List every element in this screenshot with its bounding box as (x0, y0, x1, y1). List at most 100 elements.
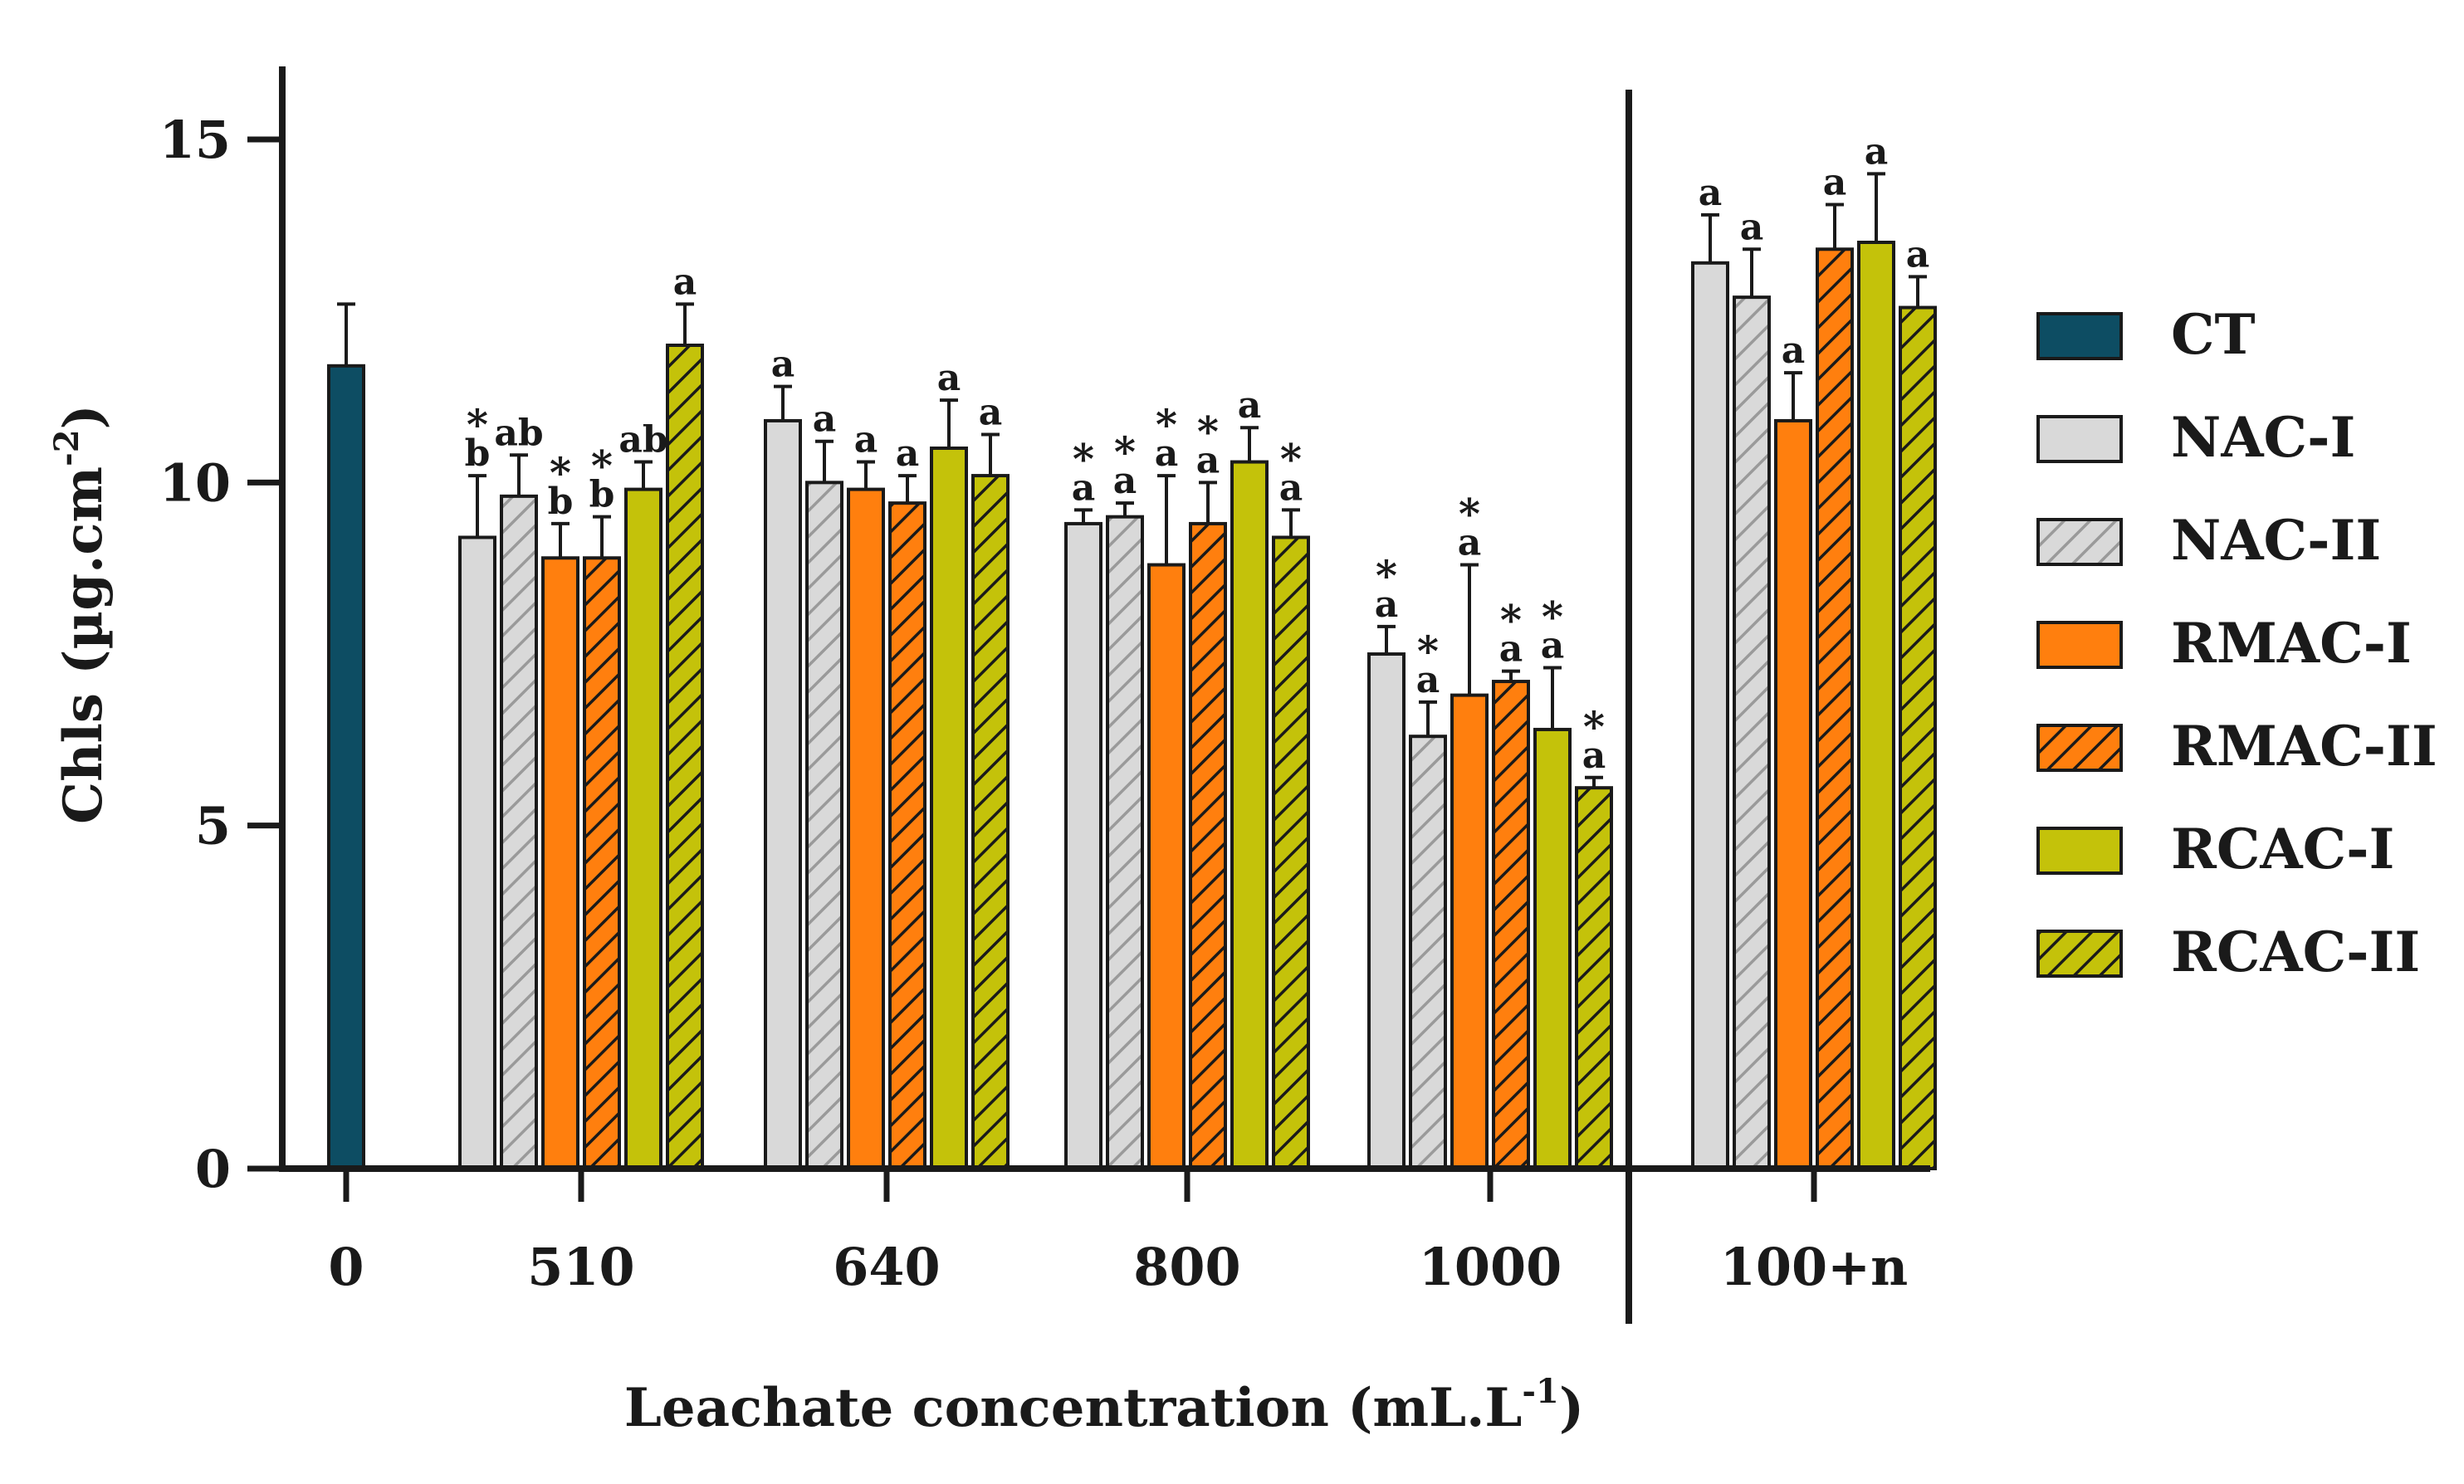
legend-swatch-CT (2036, 312, 2123, 360)
sig-letter-800-RMAC-I: a (1155, 432, 1179, 475)
sig-letter-100+n-NAC-I: a (1699, 172, 1723, 214)
sig-letter-640-RMAC-I: a (854, 419, 878, 461)
sig-letter-640-RCAC-II: a (979, 391, 1003, 433)
bar-100+n-RCAC-II (1899, 305, 1937, 1170)
sig-letter-100+n-NAC-II: a (1740, 206, 1764, 248)
sig-letter-800-RMAC-II: a (1196, 439, 1220, 481)
sig-letter-510-RMAC-I: b (548, 481, 574, 523)
sig-letter-510-RCAC-I: ab (618, 419, 667, 461)
sig-star-800-RMAC-II: * (1197, 407, 1219, 456)
legend-swatch-RMAC-II (2036, 724, 2123, 772)
sig-letter-100+n-RMAC-II: a (1823, 162, 1847, 204)
sig-letter-510-NAC-I: b (465, 432, 491, 475)
x-tick-label-1000: 1000 (1419, 1237, 1562, 1297)
sig-letter-1000-RCAC-II: a (1582, 735, 1606, 777)
sig-letter-1000-NAC-I: a (1375, 583, 1399, 626)
bar-1000-RCAC-I (1533, 727, 1572, 1170)
bar-1000-RCAC-II (1575, 786, 1613, 1170)
bar-510-NAC-II (500, 494, 538, 1170)
legend-swatch-RCAC-I (2036, 827, 2123, 875)
y-tick-label-0: 0 (195, 1139, 231, 1199)
bar-640-RMAC-I (847, 487, 885, 1170)
y-tick-label-5: 5 (195, 796, 231, 857)
x-tick-label-100+n: 100+n (1720, 1237, 1908, 1297)
y-axis-title-end: ) (52, 404, 115, 429)
sig-star-510-NAC-I: * (467, 400, 488, 449)
y-tick-label-10: 10 (159, 452, 231, 513)
y-tick-label-15: 15 (159, 110, 231, 170)
sig-letter-1000-RMAC-I: a (1458, 522, 1482, 564)
bar-510-RCAC-II (666, 344, 704, 1170)
sig-letter-1000-NAC-II: a (1416, 659, 1440, 701)
bar-800-RCAC-I (1230, 460, 1269, 1170)
sig-letter-100+n-RMAC-I: a (1782, 330, 1806, 372)
legend-swatch-RCAC-II (2036, 930, 2123, 978)
sig-letter-800-RCAC-I: a (1238, 384, 1262, 427)
bar-510-RMAC-I (541, 556, 579, 1170)
bar-640-NAC-II (805, 481, 843, 1170)
bar-800-RCAC-II (1272, 535, 1310, 1170)
sig-star-800-RMAC-I: * (1156, 400, 1177, 449)
legend-label-RCAC-I: RCAC-I (2171, 817, 2394, 881)
x-axis-title-sup: -1 (1522, 1372, 1558, 1411)
bar-640-RCAC-I (930, 447, 968, 1170)
bar-640-NAC-I (764, 418, 802, 1170)
x-tick-label-800: 800 (1133, 1237, 1240, 1297)
x-tick-label-510: 510 (527, 1237, 634, 1297)
legend-label-CT: CT (2171, 302, 2256, 367)
sig-star-1000-RMAC-I: * (1459, 490, 1480, 539)
legend-swatch-RMAC-I (2036, 621, 2123, 669)
y-axis-title: Chls (µg.cm-2) (47, 404, 115, 824)
bar-640-RCAC-II (971, 474, 1010, 1170)
sig-letter-100+n-RCAC-I: a (1865, 130, 1889, 173)
axes-layer (247, 66, 1930, 1324)
x-tick-label-640: 640 (833, 1237, 940, 1297)
bar-510-NAC-I (458, 535, 496, 1170)
bar-100+n-NAC-II (1733, 295, 1771, 1171)
sig-star-800-NAC-I: * (1073, 434, 1094, 483)
sig-letter-640-RCAC-I: a (937, 357, 961, 399)
sig-letter-640-RMAC-II: a (896, 432, 920, 475)
bar-1000-NAC-I (1367, 652, 1406, 1170)
y-axis-title-main: Chls (µg.cm (52, 466, 115, 824)
x-axis-title-end: ) (1559, 1377, 1584, 1439)
x-axis-title-main: Leachate concentration (mL.L (624, 1377, 1523, 1439)
bar-640-RMAC-II (888, 501, 926, 1170)
bar-100+n-RCAC-I (1857, 241, 1895, 1170)
bar-100+n-NAC-I (1691, 261, 1729, 1170)
legend-swatch-NAC-I (2036, 415, 2123, 463)
sig-letter-510-NAC-II: ab (494, 412, 543, 454)
sig-star-1000-NAC-I: * (1376, 551, 1397, 600)
sig-star-1000-RCAC-II: * (1583, 702, 1605, 751)
sig-star-1000-NAC-II: * (1417, 627, 1439, 676)
x-axis-title: Leachate concentration (mL.L-1) (624, 1372, 1584, 1439)
bar-1000-RMAC-II (1492, 680, 1530, 1170)
bar-510-RCAC-I (624, 487, 662, 1170)
sig-star-510-RMAC-I: * (550, 448, 571, 497)
sig-letter-510-RMAC-II: b (589, 474, 615, 516)
sig-star-1000-RMAC-II: * (1500, 596, 1522, 645)
sig-letter-640-NAC-I: a (771, 344, 795, 386)
legend-label-NAC-II: NAC-II (2171, 508, 2381, 573)
legend-swatch-NAC-II (2036, 518, 2123, 566)
bar-800-RMAC-II (1189, 521, 1227, 1170)
bar-1000-RMAC-I (1450, 693, 1489, 1170)
sig-letter-1000-RMAC-II: a (1499, 628, 1523, 671)
bar-1000-NAC-II (1409, 735, 1447, 1170)
sig-star-800-RCAC-II: * (1280, 434, 1302, 483)
bar-100+n-RMAC-I (1774, 418, 1812, 1170)
sig-letter-800-RCAC-II: a (1279, 466, 1303, 509)
sig-letter-100+n-RCAC-II: a (1906, 233, 1930, 276)
sig-star-510-RMAC-II: * (591, 442, 613, 491)
legend-label-RMAC-I: RMAC-I (2171, 611, 2412, 676)
bar-100+n-RMAC-II (1816, 247, 1854, 1170)
bar-800-NAC-I (1064, 521, 1102, 1170)
sig-letter-1000-RCAC-I: a (1541, 625, 1565, 667)
sig-letter-510-RCAC-II: a (673, 261, 697, 303)
bar-510-RMAC-II (583, 556, 621, 1170)
legend-label-NAC-I: NAC-I (2171, 405, 2355, 470)
legend: CT NAC-I NAC-II RMAC-I RMAC-II RCAC-I RCAC-II (2036, 302, 2437, 984)
sig-star-1000-RCAC-I: * (1542, 593, 1563, 642)
